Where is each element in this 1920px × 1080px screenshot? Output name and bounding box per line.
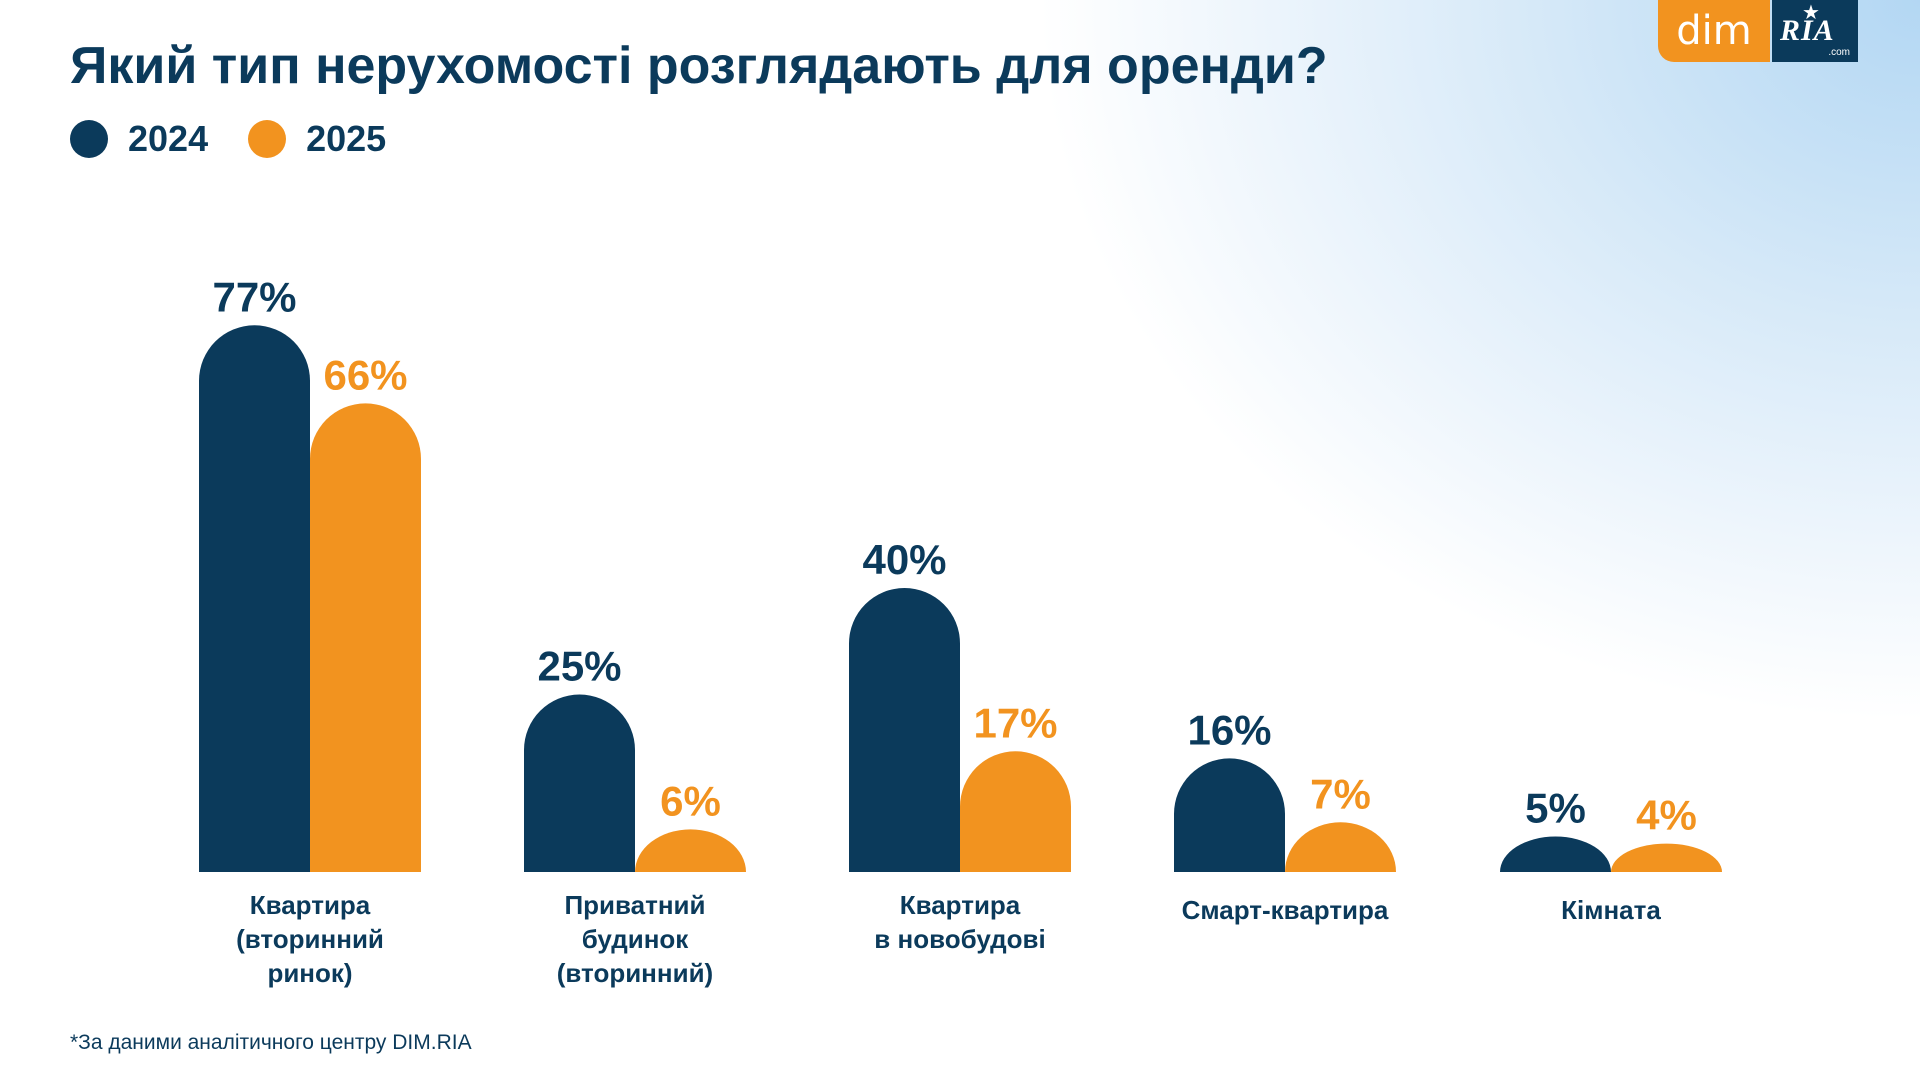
chart-title: Який тип нерухомості розглядають для оре… [70,37,1328,95]
logo-ria: ★ RIA .com [1772,0,1858,62]
bar-2025-cat-5 [1611,843,1722,872]
legend-item-2025: 2025 [248,118,386,160]
bar-2025-cat-2 [635,829,746,872]
category-label-4: Смарт-квартира [1181,895,1389,925]
bar-2024-cat-2 [524,694,635,872]
footnote: *За даними аналітичного центру DIM.RIA [70,1031,472,1054]
legend-item-2024: 2024 [70,118,208,160]
data-label-2024-cat-3: 40% [862,536,946,583]
legend-label-2025: 2025 [306,118,387,159]
category-label-5: Кімната [1561,895,1661,925]
bar-2024-cat-4 [1174,758,1285,872]
logo-dim: dim [1658,0,1770,62]
logo-ria-text: RIA [1780,14,1835,47]
data-label-2024-cat-5: 5% [1525,785,1586,832]
legend-swatch-2025 [248,120,287,158]
bar-2024-cat-3 [849,588,960,872]
bar-2025-cat-3 [960,751,1071,872]
legend-label-2024: 2024 [128,118,209,159]
dim-ria-logo[interactable]: dim ★ RIA .com [1658,0,1858,62]
data-label-2025-cat-4: 7% [1310,770,1371,817]
bar-2025-cat-1 [310,403,421,872]
data-label-2025-cat-3: 17% [973,699,1057,746]
data-label-2024-cat-1: 77% [212,273,296,320]
data-label-2025-cat-1: 66% [323,351,407,398]
category-label-2: Приватний будинок (вторинний) [556,890,714,988]
bar-2024-cat-1 [199,325,310,872]
bar-2024-cat-5 [1500,836,1611,872]
data-label-2025-cat-2: 6% [660,777,721,824]
category-label-3: Квартира в новобудові [874,890,1046,954]
data-label-2025-cat-5: 4% [1636,792,1697,839]
logo-ria-suffix: .com [1828,47,1850,58]
category-label-1: Квартира (вторинний ринок) [236,890,384,988]
bar-2025-cat-4 [1285,822,1396,872]
legend-swatch-2024 [70,120,108,158]
chart-legend: 2024 2025 [70,118,386,160]
data-label-2024-cat-2: 25% [537,643,621,690]
star-icon: ★ [1802,2,1820,24]
data-label-2024-cat-4: 16% [1187,706,1271,753]
